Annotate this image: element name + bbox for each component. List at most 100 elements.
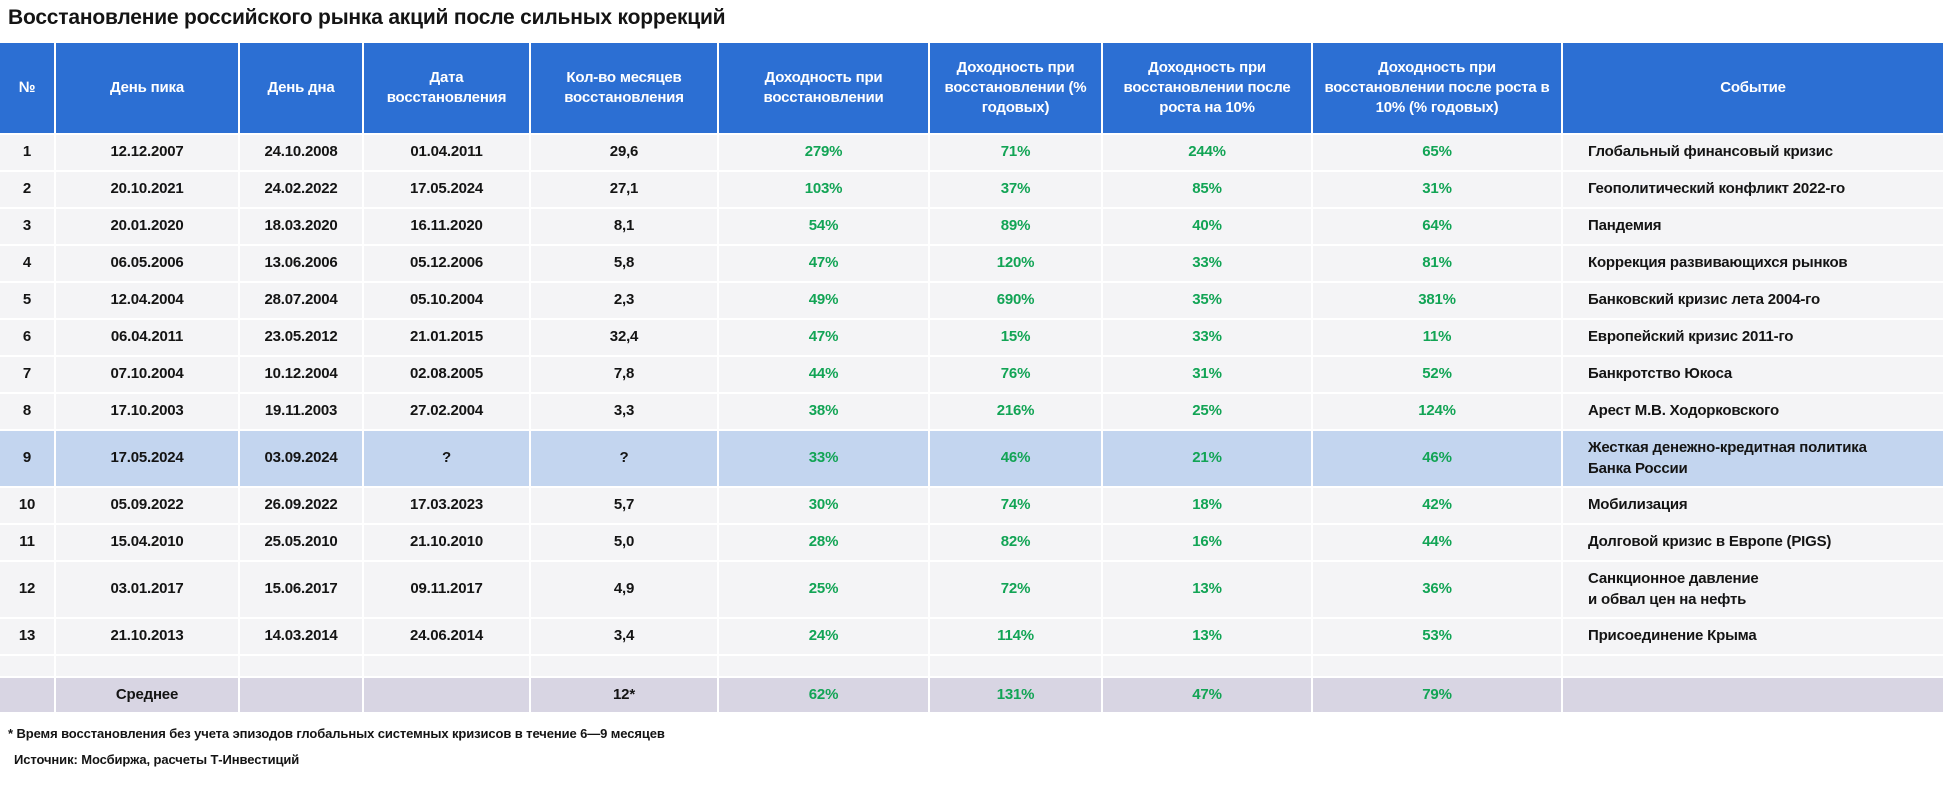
table-cell-num: 5 bbox=[0, 283, 54, 318]
table-cell-months: 7,8 bbox=[531, 357, 717, 392]
table-cell-months: 3,4 bbox=[531, 619, 717, 654]
table-cell-event: Коррекция развивающихся рынков bbox=[1563, 246, 1943, 281]
table-cell-months: 12* bbox=[531, 678, 717, 712]
table-cell-peak: 06.04.2011 bbox=[56, 320, 238, 355]
table-row: 5 12.04.2004 28.07.2004 05.10.2004 2,3 49% 690… bbox=[0, 283, 1943, 318]
table-cell-ret_annual: 216% bbox=[930, 394, 1101, 429]
table-cell-ret: 30% bbox=[719, 488, 928, 523]
table-cell-peak: 20.01.2020 bbox=[56, 209, 238, 244]
header-cell-return-after-10-ann: Доходность при восстановлении после рост… bbox=[1313, 43, 1561, 133]
table-cell-months: 5,7 bbox=[531, 488, 717, 523]
table-cell-months: 2,3 bbox=[531, 283, 717, 318]
table-cell-months: 29,6 bbox=[531, 135, 717, 170]
average-row: Среднее 12* 62% 131% 47% 79% bbox=[0, 678, 1943, 712]
table-row: 12 03.01.2017 15.06.2017 09.11.2017 4,9 25% 72… bbox=[0, 562, 1943, 617]
table-cell-event: Европейский кризис 2011-го bbox=[1563, 320, 1943, 355]
table-cell-num: 12 bbox=[0, 562, 54, 617]
table-cell-event: Мобилизация bbox=[1563, 488, 1943, 523]
header-cell-recovery-months: Кол-во месяцев восстановления bbox=[531, 43, 717, 133]
table-cell-recovery bbox=[364, 678, 529, 712]
table-cell-recovery: 27.02.2004 bbox=[364, 394, 529, 429]
table-cell-event: Долговой кризис в Европе (PIGS) bbox=[1563, 525, 1943, 560]
footnote-source: Источник: Мосбиржа, расчеты Т-Инвестиций bbox=[14, 752, 300, 767]
table-cell-event: Банковский кризис лета 2004-го bbox=[1563, 283, 1943, 318]
table-cell-ret: 44% bbox=[719, 357, 928, 392]
table-cell-event: Пандемия bbox=[1563, 209, 1943, 244]
table-cell-ret: 28% bbox=[719, 525, 928, 560]
table-row: 3 20.01.2020 18.03.2020 16.11.2020 8,1 54% 89%… bbox=[0, 209, 1943, 244]
table-cell-ret_annual: 74% bbox=[930, 488, 1101, 523]
table-cell-bottom: 26.09.2022 bbox=[240, 488, 362, 523]
table-cell-num: 10 bbox=[0, 488, 54, 523]
header-cell-return-after-10: Доходность при восстановлении после рост… bbox=[1103, 43, 1311, 133]
table-cell-bottom: 13.06.2006 bbox=[240, 246, 362, 281]
table-cell-ret: 62% bbox=[719, 678, 928, 712]
table-cell-ret: 279% bbox=[719, 135, 928, 170]
table-cell-ret10: 31% bbox=[1103, 357, 1311, 392]
table-cell-ret10: 13% bbox=[1103, 619, 1311, 654]
table-cell-ret10: 244% bbox=[1103, 135, 1311, 170]
table-cell-months: 4,9 bbox=[531, 562, 717, 617]
table-cell-months: ? bbox=[531, 431, 717, 486]
table-cell-ret10: 40% bbox=[1103, 209, 1311, 244]
table-cell-ret_annual: 120% bbox=[930, 246, 1101, 281]
table-cell-ret10_annual: 53% bbox=[1313, 619, 1561, 654]
table-cell-ret10_annual: 81% bbox=[1313, 246, 1561, 281]
recovery-table: № День пика День дна Дата восстановления… bbox=[0, 43, 1943, 712]
table-cell-recovery: 17.03.2023 bbox=[364, 488, 529, 523]
table-cell-months: 5,8 bbox=[531, 246, 717, 281]
table-cell-num: 1 bbox=[0, 135, 54, 170]
spacer-cell bbox=[56, 656, 238, 676]
spacer-cell bbox=[719, 656, 928, 676]
table-cell-bottom: 15.06.2017 bbox=[240, 562, 362, 617]
table-cell-recovery: 02.08.2005 bbox=[364, 357, 529, 392]
table-cell-bottom: 24.10.2008 bbox=[240, 135, 362, 170]
header-cell-return: Доходность при восстановлении bbox=[719, 43, 928, 133]
table-cell-num: 3 bbox=[0, 209, 54, 244]
table-cell-event: Жесткая денежно-кредитная политика Банка… bbox=[1563, 431, 1943, 486]
table-row: 4 06.05.2006 13.06.2006 05.12.2006 5,8 47% 120… bbox=[0, 246, 1943, 281]
table-cell-ret_annual: 114% bbox=[930, 619, 1101, 654]
table-cell-recovery: 17.05.2024 bbox=[364, 172, 529, 207]
spacer-cell bbox=[0, 656, 54, 676]
table-cell-peak: 12.12.2007 bbox=[56, 135, 238, 170]
table-cell-recovery: 16.11.2020 bbox=[364, 209, 529, 244]
table-cell-event: Арест М.В. Ходорковского bbox=[1563, 394, 1943, 429]
table-cell-ret10: 33% bbox=[1103, 246, 1311, 281]
footnotes: * Время восстановления без учета эпизодо… bbox=[8, 726, 1943, 767]
table-cell-ret10: 18% bbox=[1103, 488, 1311, 523]
table-cell-event: Глобальный финансовый кризис bbox=[1563, 135, 1943, 170]
header-cell-return-annual: Доходность при восстановлении (% годовых… bbox=[930, 43, 1101, 133]
table-row: 13 21.10.2013 14.03.2014 24.06.2014 3,4 24% 11… bbox=[0, 619, 1943, 654]
table-cell-ret_annual: 37% bbox=[930, 172, 1101, 207]
table-cell-peak: 05.09.2022 bbox=[56, 488, 238, 523]
spacer-cell bbox=[1563, 656, 1943, 676]
table-cell-recovery: ? bbox=[364, 431, 529, 486]
table-cell-ret10_annual: 36% bbox=[1313, 562, 1561, 617]
spacer-cell bbox=[1103, 656, 1311, 676]
table-cell-ret10: 25% bbox=[1103, 394, 1311, 429]
table-header-row: № День пика День дна Дата восстановления… bbox=[0, 43, 1943, 133]
table-cell-recovery: 01.04.2011 bbox=[364, 135, 529, 170]
table-cell-ret10: 16% bbox=[1103, 525, 1311, 560]
spacer-cell bbox=[1313, 656, 1561, 676]
footnote-asterisk: * Время восстановления без учета эпизодо… bbox=[8, 726, 665, 741]
table-row: 7 07.10.2004 10.12.2004 02.08.2005 7,8 44% 76%… bbox=[0, 357, 1943, 392]
table-cell-ret: 47% bbox=[719, 320, 928, 355]
table-cell-event: Санкционное давление и обвал цен на нефт… bbox=[1563, 562, 1943, 617]
table-cell-ret10_annual: 46% bbox=[1313, 431, 1561, 486]
table-cell-peak: 06.05.2006 bbox=[56, 246, 238, 281]
table-cell-bottom: 18.03.2020 bbox=[240, 209, 362, 244]
table-cell-event bbox=[1563, 678, 1943, 712]
table-cell-peak: Среднее bbox=[56, 678, 238, 712]
table-cell-ret10_annual: 64% bbox=[1313, 209, 1561, 244]
table-cell-ret10: 85% bbox=[1103, 172, 1311, 207]
table-cell-recovery: 21.01.2015 bbox=[364, 320, 529, 355]
table-cell-ret10: 35% bbox=[1103, 283, 1311, 318]
table-row: 6 06.04.2011 23.05.2012 21.01.2015 32,4 47% 15… bbox=[0, 320, 1943, 355]
table-cell-peak: 17.05.2024 bbox=[56, 431, 238, 486]
table-cell-bottom bbox=[240, 678, 362, 712]
table-cell-months: 8,1 bbox=[531, 209, 717, 244]
table-cell-ret_annual: 71% bbox=[930, 135, 1101, 170]
table-cell-peak: 07.10.2004 bbox=[56, 357, 238, 392]
